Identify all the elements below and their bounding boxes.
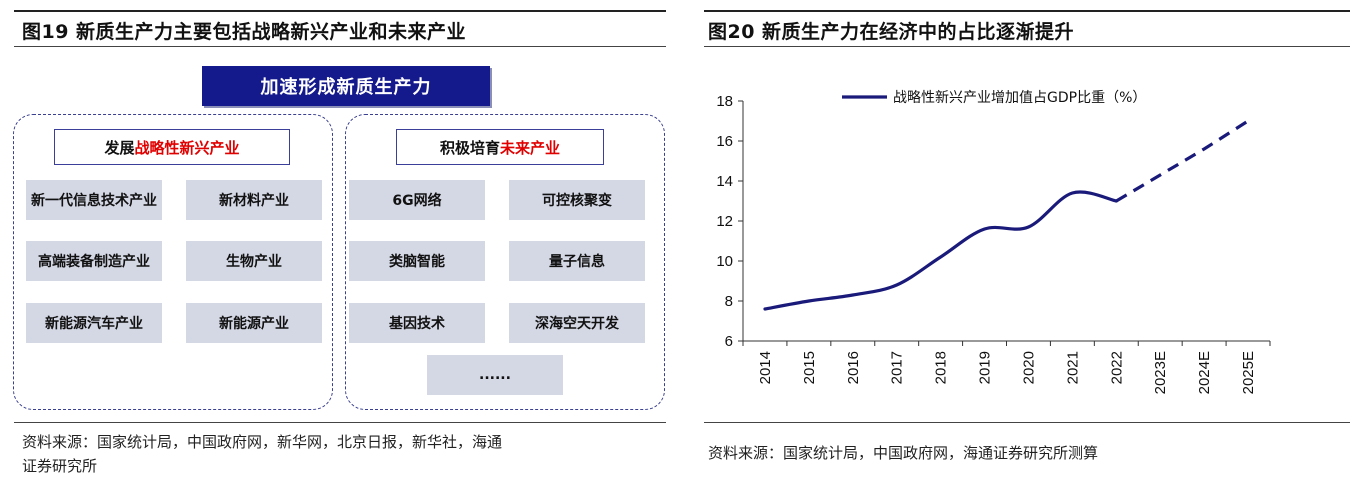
chart-axes: [742, 101, 1270, 342]
y-tick-label: 12: [716, 213, 733, 230]
source-line: 证券研究所: [22, 457, 98, 475]
future-item: 基因技术: [349, 303, 485, 343]
future-item-more: ......: [427, 355, 563, 395]
strategic-industries-group: 发展 战略性新兴产业 新一代信息技术产业 新材料产业 高端装备制造产业 生物产业 …: [13, 114, 333, 410]
figure-19-title: 图19 新质生产力主要包括战略新兴产业和未来产业: [22, 21, 467, 43]
x-tick-label: 2022: [1108, 351, 1125, 384]
future-industries-group: 积极培育 未来产业 6G网络 可控核聚变 类脑智能 量子信息 基因技术 深海空天开…: [345, 114, 665, 410]
x-tick-label: 2017: [889, 351, 906, 384]
x-tick-label: 2015: [801, 351, 818, 384]
x-tick-label: 2016: [845, 351, 862, 384]
figure-19-source: 资料来源：国家统计局，中国政府网，新华网，北京日报，新华社，海通 证券研究所: [22, 430, 502, 478]
future-item: 6G网络: [349, 180, 485, 220]
x-tick-label: 2018: [933, 351, 950, 384]
chart-ticks: 6 8 10 12 14 16 18 2014 2015 2016 2017 2018 2019 2020…: [716, 93, 1271, 394]
bottom-rule: [14, 422, 666, 423]
strategic-header-highlight: 战略性新兴产业: [134, 138, 240, 157]
strategic-item: 新能源汽车产业: [26, 303, 162, 343]
x-tick-label: 2024E: [1196, 351, 1213, 394]
top-rule: [14, 10, 666, 12]
strategic-group-header: 发展 战略性新兴产业: [54, 129, 290, 165]
legend-label: 战略性新兴产业增加值占GDP比重（%）: [893, 90, 1146, 106]
future-item: 可控核聚变: [509, 180, 645, 220]
strategic-header-prefix: 发展: [104, 138, 135, 157]
x-tick-label: 2021: [1064, 351, 1081, 384]
x-tick-label: 2020: [1020, 351, 1037, 384]
chart-legend: 战略性新兴产业增加值占GDP比重（%）: [842, 90, 1146, 106]
left-figure-panel: 图19 新质生产力主要包括战略新兴产业和未来产业 加速形成新质生产力 发展 战略性…: [0, 0, 670, 495]
source-line: 资料来源：国家统计局，中国政府网，新华网，北京日报，新华社，海通: [22, 433, 503, 451]
strategic-item: 新能源产业: [186, 303, 322, 343]
line-chart: 6 8 10 12 14 16 18 2014 2015 2016 2017 2018 2019 2020…: [716, 90, 1271, 394]
figure-20-source: 资料来源：国家统计局，中国政府网，海通证券研究所测算: [708, 444, 1099, 462]
series-line-actual: [763, 190, 1118, 311]
chart-lines: [763, 119, 1249, 311]
future-item: 类脑智能: [349, 241, 485, 281]
y-tick-label: 6: [725, 333, 733, 350]
strategic-item: 生物产业: [186, 241, 322, 281]
future-group-header: 积极培育 未来产业: [396, 129, 604, 165]
title-rule: [14, 46, 666, 47]
y-tick-label: 14: [716, 173, 733, 190]
y-tick-label: 18: [716, 93, 733, 110]
figure-20-title: 图20 新质生产力在经济中的占比逐渐提升: [708, 21, 1075, 43]
strategic-item: 高端装备制造产业: [26, 241, 162, 281]
top-rule: [704, 10, 1350, 12]
main-banner: 加速形成新质生产力: [202, 66, 490, 106]
x-tick-label: 2025E: [1240, 351, 1257, 394]
strategic-item: 新一代信息技术产业: [26, 180, 162, 220]
future-header-prefix: 积极培育: [439, 138, 500, 157]
x-tick-label: 2014: [757, 351, 774, 384]
y-tick-label: 8: [725, 293, 733, 310]
bottom-rule: [704, 422, 1350, 423]
y-tick-label: 10: [716, 253, 733, 270]
future-item: 量子信息: [509, 241, 645, 281]
strategic-item: 新材料产业: [186, 180, 322, 220]
right-figure-panel: 图20 新质生产力在经济中的占比逐渐提升 6 8 10 12 14 16 18 2014 201…: [690, 0, 1354, 495]
future-header-highlight: 未来产业: [500, 138, 561, 157]
future-item: 深海空天开发: [509, 303, 645, 343]
series-line-projected: [1115, 119, 1249, 203]
x-tick-label: 2023E: [1152, 351, 1169, 394]
title-rule: [704, 46, 1350, 47]
y-tick-label: 16: [716, 133, 733, 150]
x-tick-label: 2019: [977, 351, 994, 384]
